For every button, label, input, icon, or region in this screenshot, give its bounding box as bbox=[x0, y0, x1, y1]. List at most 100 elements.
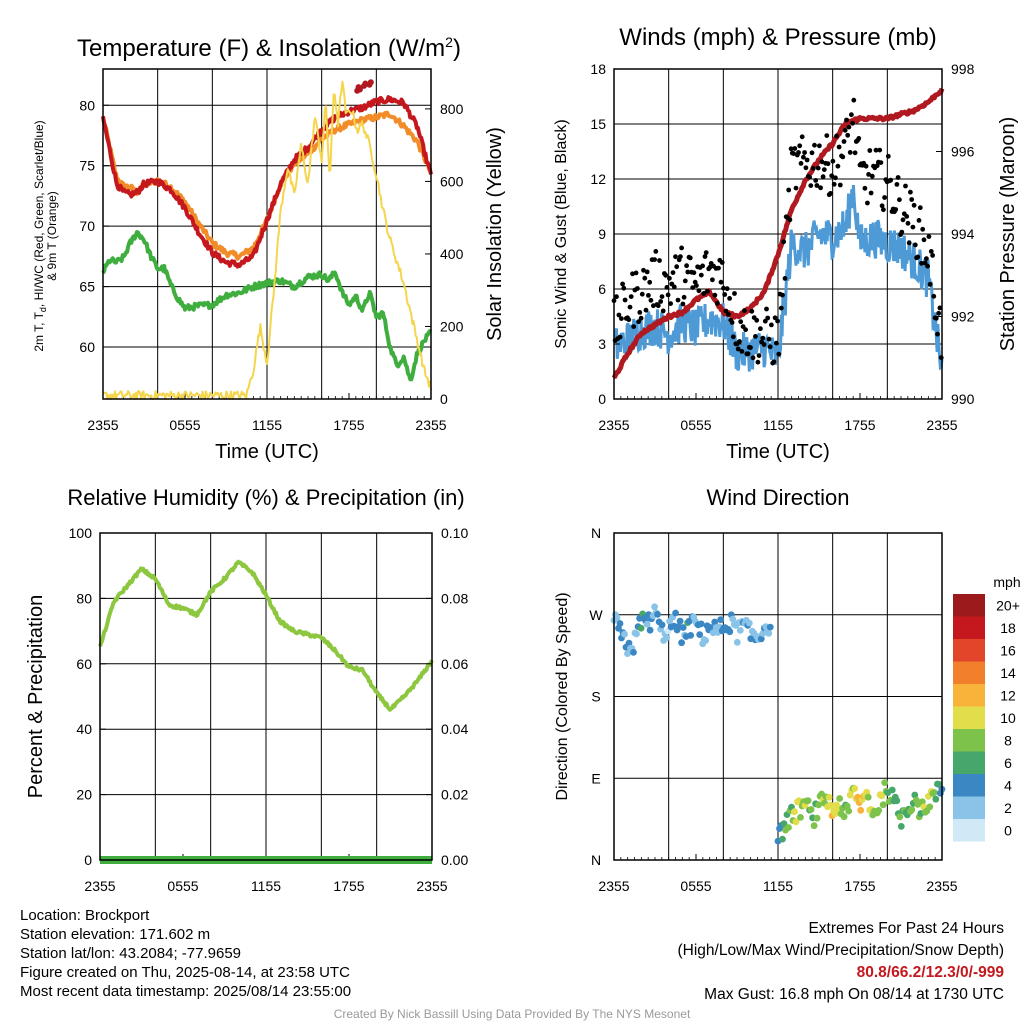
direction-point bbox=[651, 603, 658, 611]
gust-point bbox=[682, 278, 688, 284]
direction-point bbox=[745, 619, 753, 627]
gust-point bbox=[904, 214, 910, 219]
ylabel-text: Percent & Precipitation bbox=[25, 595, 47, 798]
direction-point bbox=[926, 803, 934, 811]
gust-point bbox=[813, 178, 819, 183]
gust-point bbox=[681, 294, 687, 300]
direction-point bbox=[807, 806, 815, 813]
plot-border bbox=[102, 68, 432, 400]
gust-point bbox=[652, 257, 657, 262]
gust-point bbox=[925, 263, 930, 269]
direction-point bbox=[729, 615, 737, 623]
y2-tick-label: 0.06 bbox=[441, 656, 468, 672]
gust-point bbox=[644, 269, 650, 275]
direction-point bbox=[766, 623, 774, 631]
y-tick-label: 60 bbox=[76, 656, 92, 672]
gust-point bbox=[772, 315, 778, 321]
direction-point bbox=[804, 797, 812, 805]
gust-point bbox=[840, 154, 846, 160]
gust-point bbox=[637, 310, 643, 315]
gust-point bbox=[651, 303, 656, 309]
gust-point bbox=[638, 315, 644, 321]
gust-point bbox=[621, 285, 627, 291]
gust-point bbox=[726, 312, 731, 317]
gust-point bbox=[749, 308, 755, 314]
gust-point bbox=[671, 284, 677, 290]
colorbar-label: 12 bbox=[1000, 687, 1016, 703]
gust-point bbox=[837, 182, 843, 188]
direction-point bbox=[857, 806, 865, 814]
gust-point bbox=[687, 255, 693, 261]
direction-point bbox=[765, 630, 773, 637]
gust-point bbox=[866, 172, 871, 177]
gust-point bbox=[667, 275, 672, 281]
gust-point bbox=[628, 294, 634, 299]
direction-point bbox=[810, 822, 818, 830]
direction-point bbox=[613, 614, 621, 622]
y-tick-label: 80 bbox=[76, 590, 92, 606]
extremes-values: 80.8/66.2/12.3/0/-999 bbox=[856, 964, 1004, 981]
gust-point bbox=[614, 294, 619, 300]
ylabel-text: Sonic Wind & Gust (Blue, Black) bbox=[553, 119, 570, 348]
direction-point bbox=[658, 621, 666, 629]
gust-point bbox=[921, 237, 927, 243]
gust-point bbox=[841, 139, 847, 144]
gust-point bbox=[685, 269, 691, 275]
gust-point bbox=[646, 293, 651, 298]
direction-point bbox=[864, 793, 872, 801]
gust-point bbox=[764, 306, 769, 312]
plot-border bbox=[613, 532, 943, 861]
direction-point bbox=[678, 639, 685, 647]
gust-point bbox=[791, 151, 796, 157]
gust-point bbox=[660, 308, 666, 314]
y-tick-label: N bbox=[591, 852, 601, 868]
gust-point bbox=[903, 183, 908, 189]
gust-point bbox=[799, 134, 805, 140]
gust-point bbox=[935, 331, 940, 337]
gust-point bbox=[755, 359, 761, 365]
colorbar-swatch bbox=[953, 594, 985, 617]
gust-point bbox=[831, 181, 837, 187]
gust-point bbox=[780, 292, 785, 298]
y-tick-label: E bbox=[591, 770, 600, 786]
temperature-xlabel: Time (UTC) bbox=[215, 441, 319, 463]
gust-point bbox=[908, 189, 913, 195]
direction-point bbox=[679, 624, 687, 631]
gust-point bbox=[679, 245, 684, 251]
gust-point bbox=[906, 240, 912, 246]
ylabel-line: & 9m T (Orange) bbox=[45, 191, 59, 281]
gust-point bbox=[769, 322, 774, 328]
x-tick-label: 1155 bbox=[763, 878, 793, 894]
gust-point bbox=[665, 292, 671, 298]
y2-tick-label: 200 bbox=[440, 318, 464, 334]
direction-point bbox=[643, 620, 651, 628]
direction-point bbox=[893, 797, 901, 805]
wind-direction-chart: 2355 0555 1155 1755 2355 N E S W N Wind Direction D… bbox=[554, 485, 1021, 894]
gust-point bbox=[674, 264, 680, 270]
gust-point bbox=[819, 159, 825, 165]
gust-point bbox=[792, 146, 798, 151]
gust-point bbox=[719, 260, 725, 265]
ylabel2-text: Solar Insolation (Yellow) bbox=[484, 127, 506, 341]
gust-point bbox=[781, 239, 787, 245]
wind-direction-ylabel: Direction (Colored By Speed) bbox=[554, 592, 571, 800]
gust-point bbox=[617, 334, 623, 340]
direction-point bbox=[733, 638, 741, 646]
x-tick-label: 0555 bbox=[680, 417, 711, 433]
gust-point bbox=[844, 117, 849, 123]
direction-point bbox=[875, 807, 883, 814]
gust-point bbox=[767, 344, 773, 350]
gust-point bbox=[912, 242, 918, 248]
direction-point bbox=[792, 818, 800, 826]
direction-point bbox=[726, 628, 734, 636]
gust-point bbox=[743, 327, 748, 333]
gust-point bbox=[885, 153, 891, 159]
gust-point bbox=[723, 308, 729, 314]
direction-point bbox=[897, 823, 905, 830]
direction-point bbox=[630, 649, 637, 656]
y-tick-label: 65 bbox=[79, 279, 95, 295]
direction-point bbox=[779, 835, 786, 843]
temperature-point bbox=[367, 79, 374, 86]
colorbar-title: mph bbox=[993, 574, 1020, 590]
gust-point bbox=[729, 320, 735, 325]
